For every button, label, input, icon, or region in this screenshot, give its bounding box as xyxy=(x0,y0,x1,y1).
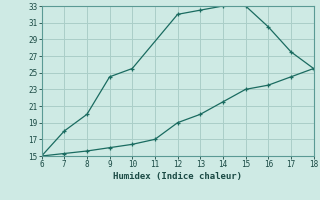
X-axis label: Humidex (Indice chaleur): Humidex (Indice chaleur) xyxy=(113,172,242,181)
